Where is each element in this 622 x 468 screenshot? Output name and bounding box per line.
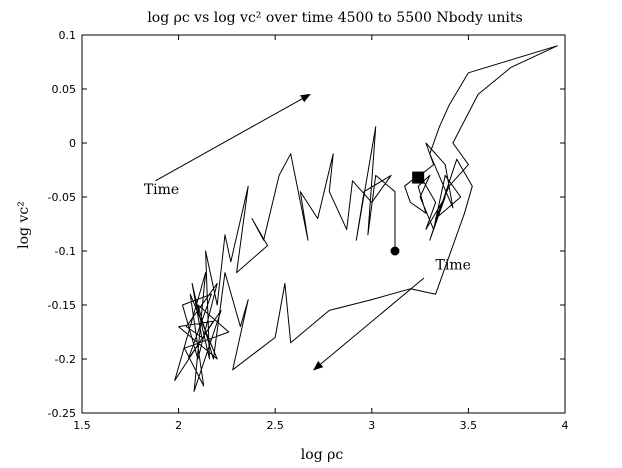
time-annotation: Time: [144, 182, 179, 198]
time-arrow: [155, 93, 311, 182]
y-axis-label: log vc²: [16, 201, 32, 249]
y-tick-label: -0.2: [55, 353, 76, 366]
y-tick-label: -0.1: [55, 245, 76, 258]
time-annotation: Time: [436, 257, 471, 273]
x-tick-label: 2.5: [266, 419, 284, 432]
y-tick-label: 0.1: [59, 29, 77, 42]
plot-area: 1.5 2 2.5 3 3.5 4 -0.25 -0.2 -0.15 -0.1 -0.05 0 0.05…: [48, 29, 569, 432]
y-tick-label: 0: [69, 137, 76, 150]
plot-frame: [81, 34, 566, 414]
chart-title: log ρc vs log vc² over time 4500 to 5500…: [147, 10, 522, 26]
x-axis-label: log ρc: [301, 447, 344, 463]
y-tick-label: -0.05: [48, 191, 76, 204]
x-tick-label: 3.5: [460, 419, 478, 432]
x-tick-label: 1.5: [73, 419, 91, 432]
series-line: [174, 45, 558, 392]
end-marker: [412, 171, 425, 184]
y-tick-label: -0.15: [48, 299, 76, 312]
x-tick-label: 2: [175, 419, 182, 432]
time-arrow: [313, 277, 425, 371]
start-marker: [390, 246, 400, 256]
y-tick-label: -0.25: [48, 407, 76, 420]
x-tick-label: 3: [368, 419, 375, 432]
x-tick-label: 4: [562, 419, 569, 432]
y-tick-label: 0.05: [52, 83, 77, 96]
